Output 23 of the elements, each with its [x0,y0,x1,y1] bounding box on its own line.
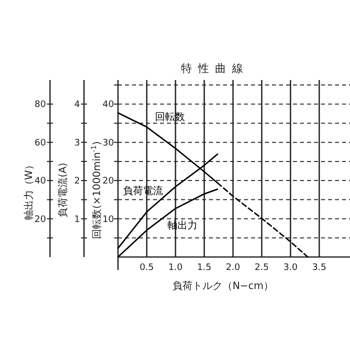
x-tick-label: 1.0 [168,263,183,273]
y3-tick-label: 80 [34,100,46,110]
y2-tick-label: 4 [74,100,80,110]
x-tick-label: 2.0 [226,263,240,273]
y3-axis-title: 軸出力（W） [23,160,35,220]
x-tick-label: 3.5 [312,263,326,273]
x-tick-label: 1.5 [197,263,212,273]
y-tick-label: 20 [102,176,114,187]
y3-tick-label: 40 [34,176,46,187]
y2-tick-label: 1 [74,214,80,225]
y2-tick-label: 2 [74,176,80,187]
y-tick-label: 30 [102,138,114,148]
x-tick-label: 3.0 [283,263,298,273]
y2-axis-title: 負荷電流(A) [57,162,69,218]
y-tick-label: 10 [102,214,114,225]
x-tick-label: 2.5 [254,263,269,273]
y3-tick-label: 60 [34,138,46,148]
x-tick-label: 0.5 [140,263,154,273]
y2-tick-label: 3 [74,138,80,148]
y-tick-label: 40 [102,100,114,110]
chart-title: 特性曲線 [181,62,249,75]
y3-tick-label: 20 [34,214,46,225]
x-axis-title: 負荷トルク（N−cm） [172,280,274,292]
